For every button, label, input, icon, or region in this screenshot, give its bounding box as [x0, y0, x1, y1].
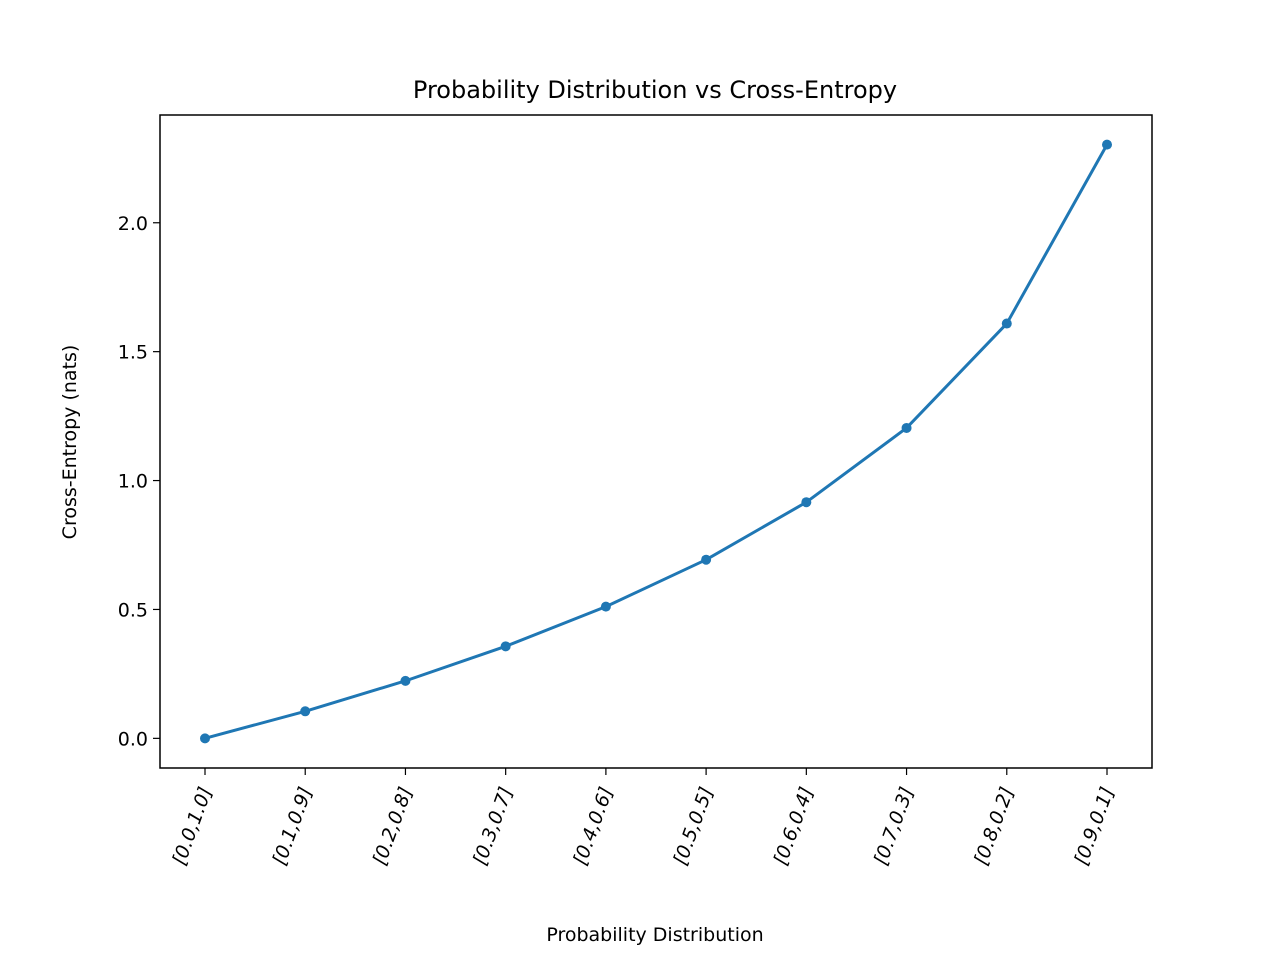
- y-axis: 0.0 0.5 1.0 1.5 2.0: [118, 213, 160, 750]
- data-point: [901, 422, 912, 433]
- x-tick-label: [0.5,0.5]: [669, 784, 717, 868]
- y-tick-label: 0.0: [118, 728, 148, 750]
- x-tick-label: [0.1,0.9]: [268, 784, 316, 868]
- y-tick-label: 1.0: [118, 471, 148, 493]
- x-tick-label: [0.7,0.3]: [870, 784, 918, 868]
- data-point: [400, 675, 411, 686]
- x-tick-label: [0.8,0.2]: [970, 784, 1018, 868]
- x-tick-label: [0.6,0.4]: [770, 784, 818, 868]
- chart-title: Probability Distribution vs Cross-Entrop…: [413, 76, 897, 104]
- x-tick-label: [0.3,0.7]: [469, 784, 517, 868]
- x-tick-label: [0.4,0.6]: [569, 784, 617, 868]
- data-point: [801, 497, 812, 508]
- data-point: [500, 641, 511, 652]
- y-tick-label: 2.0: [118, 213, 148, 235]
- series-line: [204, 143, 1109, 740]
- y-axis-label: Cross-Entropy (nats): [59, 345, 81, 540]
- y-tick-label: 0.5: [118, 599, 148, 621]
- x-tick-label: [0.0,1.0]: [168, 784, 216, 868]
- plot-frame: [159, 114, 1153, 769]
- x-tick-label: [0.2,0.8]: [369, 784, 417, 868]
- data-point: [701, 554, 712, 565]
- plot-area: [200, 139, 1112, 744]
- y-tick-label: 1.5: [118, 342, 148, 364]
- x-tick-label: [0.9,0.1]: [1070, 784, 1118, 868]
- data-point: [300, 706, 311, 717]
- data-point: [1102, 139, 1112, 150]
- x-axis: [0.0,1.0] [0.1,0.9] [0.2,0.8] [0.3,0.7] [0.4…: [168, 768, 1119, 868]
- data-point: [1001, 318, 1012, 329]
- data-point: [200, 733, 210, 744]
- x-axis-label: Probability Distribution: [546, 924, 763, 946]
- data-point: [600, 601, 611, 612]
